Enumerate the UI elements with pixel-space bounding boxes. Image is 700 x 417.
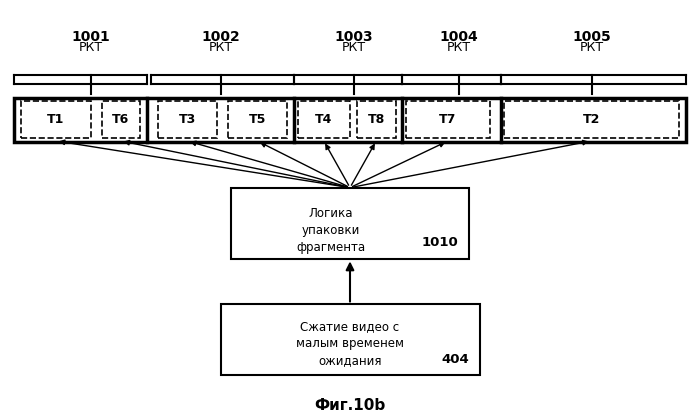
Text: T2: T2 (583, 113, 600, 126)
Text: T3: T3 (178, 113, 196, 126)
Text: T1: T1 (48, 113, 64, 126)
Text: РКТ: РКТ (342, 41, 365, 54)
Text: Сжатие видео с
малым временем
ожидания: Сжатие видео с малым временем ожидания (296, 320, 404, 367)
Text: T8: T8 (368, 113, 385, 126)
Bar (406, 101, 490, 138)
Text: 1010: 1010 (421, 236, 458, 249)
Text: T4: T4 (315, 113, 332, 126)
Text: РКТ: РКТ (209, 41, 232, 54)
Bar (220, 304, 480, 375)
Bar (158, 101, 217, 138)
Text: РКТ: РКТ (580, 41, 603, 54)
Text: Фиг.10b: Фиг.10b (314, 398, 386, 413)
Text: 1003: 1003 (334, 30, 373, 44)
Text: T7: T7 (440, 113, 456, 126)
Bar (357, 101, 395, 138)
Bar (504, 101, 679, 138)
Text: 1004: 1004 (439, 30, 478, 44)
Bar (21, 101, 91, 138)
Text: T5: T5 (248, 113, 266, 126)
Text: РКТ: РКТ (79, 41, 103, 54)
Bar (102, 101, 140, 138)
Text: 1002: 1002 (201, 30, 240, 44)
Text: 1001: 1001 (71, 30, 111, 44)
Text: 404: 404 (441, 353, 469, 366)
Text: РКТ: РКТ (447, 41, 470, 54)
Bar (298, 101, 350, 138)
Bar (231, 188, 469, 259)
Text: 1005: 1005 (572, 30, 611, 44)
Text: Логика
упаковки
фрагмента: Логика упаковки фрагмента (296, 208, 365, 254)
Bar (228, 101, 287, 138)
Bar (14, 98, 686, 142)
Text: T6: T6 (112, 113, 130, 126)
